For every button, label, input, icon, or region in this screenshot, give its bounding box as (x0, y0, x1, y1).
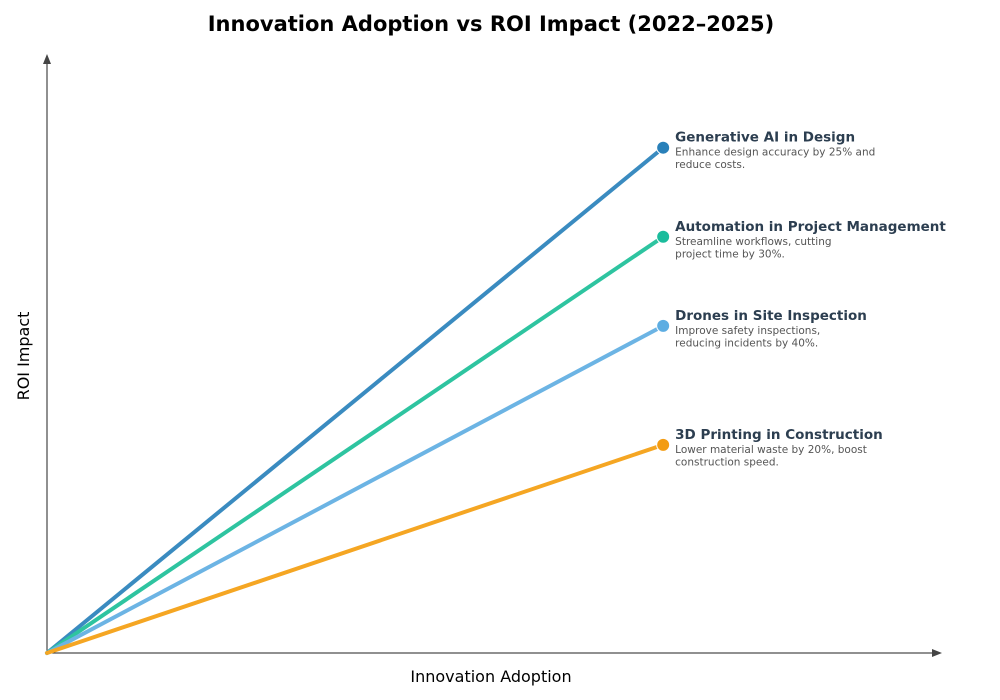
chart-title: Innovation Adoption vs ROI Impact (2022–… (208, 12, 775, 36)
series-description: reducing incidents by 40%. (675, 337, 818, 349)
series-description: Streamline workflows, cutting (675, 236, 831, 248)
series-line (45, 442, 666, 655)
series-line (45, 323, 666, 655)
y-axis-label: ROI Impact (14, 312, 33, 401)
y-axis-arrow-icon (43, 54, 51, 64)
series-label: 3D Printing in Construction (675, 427, 883, 443)
series-endpoint-marker (656, 437, 671, 452)
series-description: project time by 30%. (675, 248, 785, 260)
series-description: Improve safety inspections, (675, 325, 820, 337)
x-axis-label: Innovation Adoption (410, 667, 571, 686)
series-description: construction speed. (675, 456, 779, 468)
series-endpoint-marker (656, 318, 671, 333)
series-line (45, 234, 666, 655)
series-endpoint-marker (656, 140, 671, 155)
series-label: Automation in Project Management (675, 219, 946, 235)
x-axis-arrow-icon (932, 649, 942, 657)
series-description: Lower material waste by 20%, boost (675, 444, 867, 456)
series-description: reduce costs. (675, 159, 745, 171)
series-label: Generative AI in Design (675, 130, 855, 146)
series-description: Enhance design accuracy by 25% and (675, 147, 875, 159)
series-endpoint-marker (656, 229, 671, 244)
series-line (45, 145, 666, 655)
series-label: Drones in Site Inspection (675, 308, 867, 324)
